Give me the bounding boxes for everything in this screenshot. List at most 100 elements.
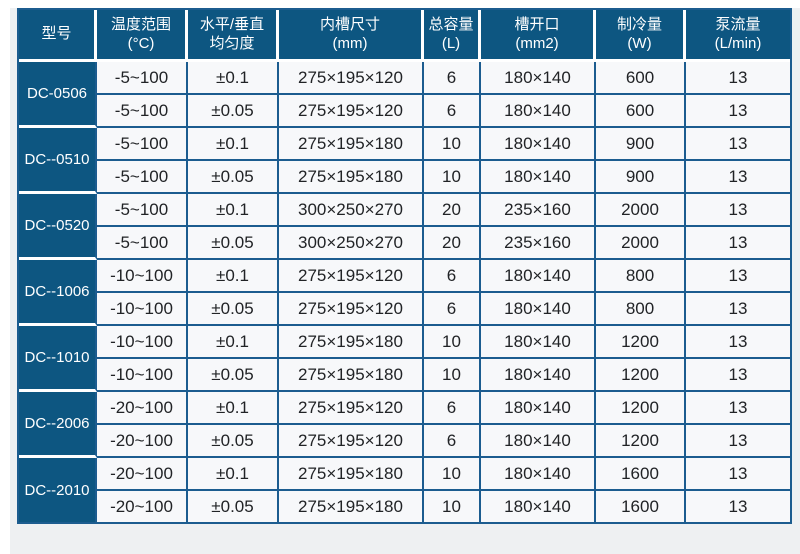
- cell-tank-opening: 180×140: [481, 491, 596, 522]
- cell-temp-range: -5~100: [97, 227, 188, 260]
- cell-pump-flow: 13: [686, 425, 790, 458]
- cell-tank-opening: 180×140: [481, 458, 596, 491]
- cell-cooling-capacity: 600: [596, 95, 686, 128]
- cell-cooling-capacity: 1200: [596, 326, 686, 359]
- cell-inner-tank-size: 275×195×180: [279, 326, 424, 359]
- cell-uniformity: ±0.1: [188, 260, 279, 293]
- model-cell: DC--1006: [19, 260, 97, 326]
- cell-inner-tank-size: 275×195×180: [279, 161, 424, 194]
- cell-inner-tank-size: 275×195×120: [279, 260, 424, 293]
- cell-tank-opening: 180×140: [481, 128, 596, 161]
- cell-temp-range: -20~100: [97, 392, 188, 425]
- table-row: -10~100 ±0.05 275×195×180 10 180×140 1200 13: [19, 359, 790, 392]
- cell-total-capacity: 6: [424, 260, 481, 293]
- cell-inner-tank-size: 275×195×180: [279, 491, 424, 522]
- cell-temp-range: -10~100: [97, 293, 188, 326]
- cell-pump-flow: 13: [686, 260, 790, 293]
- cell-tank-opening: 235×160: [481, 194, 596, 227]
- cell-inner-tank-size: 275×195×180: [279, 359, 424, 392]
- header-cell-temp-range: 温度范围 (°C): [97, 10, 188, 62]
- cell-cooling-capacity: 600: [596, 62, 686, 95]
- cell-uniformity: ±0.05: [188, 425, 279, 458]
- cell-tank-opening: 180×140: [481, 260, 596, 293]
- cell-pump-flow: 13: [686, 359, 790, 392]
- spec-table-frame: 型号 温度范围 (°C) 水平/垂直 均匀度 内槽尺寸 (mm) 总容量 (L) 槽开口 …: [17, 8, 792, 524]
- cell-tank-opening: 180×140: [481, 95, 596, 128]
- cell-temp-range: -5~100: [97, 161, 188, 194]
- model-cell: DC--1010: [19, 326, 97, 392]
- table-row: -20~100 ±0.05 275×195×120 6 180×140 1200 13: [19, 425, 790, 458]
- model-cell: DC-0506: [19, 62, 97, 128]
- cell-temp-range: -10~100: [97, 359, 188, 392]
- cell-tank-opening: 235×160: [481, 227, 596, 260]
- cell-temp-range: -5~100: [97, 194, 188, 227]
- cell-uniformity: ±0.05: [188, 359, 279, 392]
- header-cell-model: 型号: [19, 10, 97, 62]
- cell-cooling-capacity: 1200: [596, 392, 686, 425]
- cell-uniformity: ±0.1: [188, 128, 279, 161]
- table-row: -5~100 ±0.05 275×195×180 10 180×140 900 13: [19, 161, 790, 194]
- cell-inner-tank-size: 275×195×180: [279, 458, 424, 491]
- cell-tank-opening: 180×140: [481, 62, 596, 95]
- header-cell-pump-flow: 泵流量 (L/min): [686, 10, 790, 62]
- table-body: DC-0506 -5~100 ±0.1 275×195×120 6 180×140 600 1…: [19, 62, 790, 522]
- model-cell: DC--0510: [19, 128, 97, 194]
- model-cell: DC--0520: [19, 194, 97, 260]
- cell-total-capacity: 10: [424, 326, 481, 359]
- cell-pump-flow: 13: [686, 194, 790, 227]
- cell-pump-flow: 13: [686, 293, 790, 326]
- cell-uniformity: ±0.1: [188, 458, 279, 491]
- cell-uniformity: ±0.05: [188, 491, 279, 522]
- cell-total-capacity: 10: [424, 458, 481, 491]
- cell-total-capacity: 6: [424, 62, 481, 95]
- cell-pump-flow: 13: [686, 62, 790, 95]
- cell-temp-range: -5~100: [97, 128, 188, 161]
- table-row: DC--1010 -10~100 ±0.1 275×195×180 10 180×140 1…: [19, 326, 790, 392]
- table-row: DC--0520 -5~100 ±0.1 300×250×270 20 235×160 20…: [19, 194, 790, 260]
- cell-uniformity: ±0.05: [188, 161, 279, 194]
- cell-temp-range: -10~100: [97, 260, 188, 293]
- table-row: DC--0510 -5~100 ±0.1 275×195×180 10 180×140 90…: [19, 128, 790, 194]
- table-row: -5~100 ±0.05 275×195×120 6 180×140 600 13: [19, 95, 790, 128]
- cell-inner-tank-size: 275×195×180: [279, 128, 424, 161]
- table-row: -20~100 ±0.05 275×195×180 10 180×140 1600 13: [19, 491, 790, 522]
- cell-cooling-capacity: 900: [596, 161, 686, 194]
- cell-cooling-capacity: 1600: [596, 458, 686, 491]
- header-cell-inner-tank-size: 内槽尺寸 (mm): [279, 10, 424, 62]
- cell-cooling-capacity: 2000: [596, 194, 686, 227]
- cell-pump-flow: 13: [686, 95, 790, 128]
- cell-total-capacity: 10: [424, 359, 481, 392]
- cell-cooling-capacity: 800: [596, 293, 686, 326]
- cell-tank-opening: 180×140: [481, 326, 596, 359]
- table-row: -5~100 ±0.05 300×250×270 20 235×160 2000 13: [19, 227, 790, 260]
- cell-pump-flow: 13: [686, 392, 790, 425]
- cell-pump-flow: 13: [686, 128, 790, 161]
- cell-uniformity: ±0.05: [188, 293, 279, 326]
- cell-total-capacity: 10: [424, 161, 481, 194]
- cell-inner-tank-size: 275×195×120: [279, 95, 424, 128]
- header-cell-tank-opening: 槽开口 (mm2): [481, 10, 596, 62]
- cell-tank-opening: 180×140: [481, 359, 596, 392]
- cell-cooling-capacity: 2000: [596, 227, 686, 260]
- cell-temp-range: -20~100: [97, 425, 188, 458]
- cell-temp-range: -5~100: [97, 95, 188, 128]
- header-cell-total-capacity: 总容量 (L): [424, 10, 481, 62]
- cell-inner-tank-size: 275×195×120: [279, 293, 424, 326]
- cell-uniformity: ±0.1: [188, 62, 279, 95]
- table-row: -10~100 ±0.05 275×195×120 6 180×140 800 13: [19, 293, 790, 326]
- cell-pump-flow: 13: [686, 491, 790, 522]
- cell-total-capacity: 10: [424, 491, 481, 522]
- model-cell: DC--2010: [19, 458, 97, 522]
- cell-pump-flow: 13: [686, 161, 790, 194]
- cell-uniformity: ±0.1: [188, 194, 279, 227]
- cell-temp-range: -10~100: [97, 326, 188, 359]
- table-row: DC--2006 -20~100 ±0.1 275×195×120 6 180×140 12…: [19, 392, 790, 458]
- cell-total-capacity: 20: [424, 194, 481, 227]
- cell-total-capacity: 6: [424, 425, 481, 458]
- cell-inner-tank-size: 275×195×120: [279, 62, 424, 95]
- cell-total-capacity: 10: [424, 128, 481, 161]
- product-spec-table: 型号 温度范围 (°C) 水平/垂直 均匀度 内槽尺寸 (mm) 总容量 (L) 槽开口 …: [19, 10, 790, 522]
- table-row: DC-0506 -5~100 ±0.1 275×195×120 6 180×140 600 1…: [19, 62, 790, 128]
- cell-cooling-capacity: 800: [596, 260, 686, 293]
- cell-uniformity: ±0.05: [188, 95, 279, 128]
